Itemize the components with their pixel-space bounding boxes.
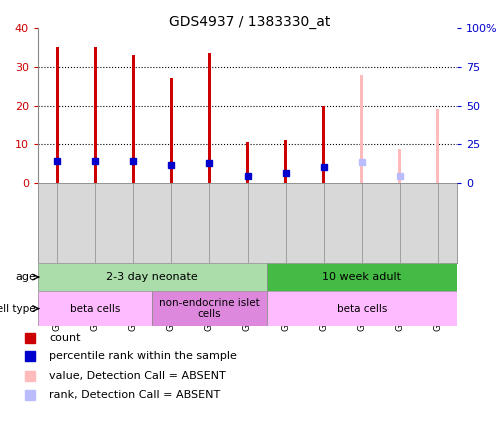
Bar — [437, 110, 440, 183]
Bar — [38, 263, 266, 291]
Bar — [132, 55, 135, 183]
Text: 10 week adult: 10 week adult — [322, 272, 401, 282]
Text: rank, Detection Call = ABSENT: rank, Detection Call = ABSENT — [49, 390, 221, 400]
Bar — [170, 78, 173, 183]
Text: 2-3 day neonate: 2-3 day neonate — [106, 272, 198, 282]
Text: cell type: cell type — [0, 304, 36, 313]
Bar — [360, 74, 363, 183]
Bar — [266, 291, 457, 326]
Text: beta cells: beta cells — [337, 304, 387, 313]
Bar — [322, 106, 325, 183]
Text: count: count — [49, 333, 81, 343]
Bar — [284, 140, 287, 183]
Text: age: age — [15, 272, 36, 282]
Text: GDS4937 / 1383330_at: GDS4937 / 1383330_at — [169, 15, 330, 29]
Text: percentile rank within the sample: percentile rank within the sample — [49, 352, 237, 362]
Text: beta cells: beta cells — [70, 304, 120, 313]
Bar — [38, 291, 152, 326]
Bar — [208, 53, 211, 183]
Bar — [398, 149, 401, 183]
Bar — [152, 291, 266, 326]
Bar — [94, 47, 97, 183]
Bar — [246, 143, 249, 183]
Bar — [55, 47, 58, 183]
Text: value, Detection Call = ABSENT: value, Detection Call = ABSENT — [49, 371, 226, 381]
Text: non-endocrine islet
cells: non-endocrine islet cells — [159, 298, 260, 319]
Bar — [266, 263, 457, 291]
